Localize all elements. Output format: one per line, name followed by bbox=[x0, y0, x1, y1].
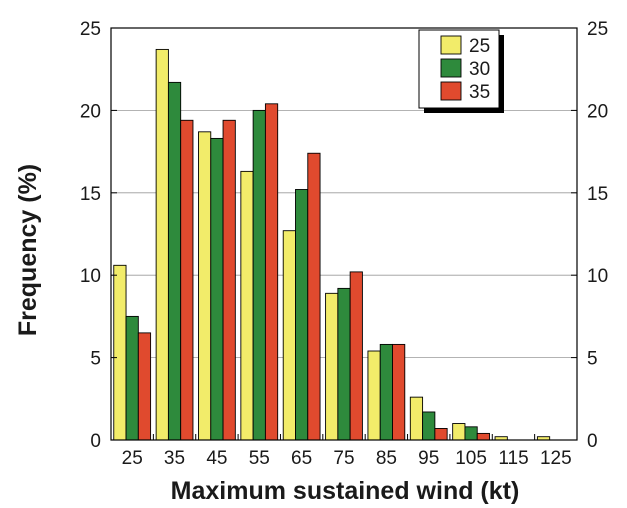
y-tick-label-right: 20 bbox=[587, 101, 608, 122]
bar-25-105 bbox=[452, 423, 466, 441]
x-axis-title: Maximum sustained wind (kt) bbox=[171, 477, 520, 505]
x-ticks: 25 35 45 55 65 75 85 95 105 115 125 bbox=[122, 434, 572, 469]
x-tick-label: 125 bbox=[540, 448, 572, 469]
y-tick-label-right: 10 bbox=[587, 266, 608, 287]
x-tick-label: 75 bbox=[333, 448, 354, 469]
legend-label-25: 25 bbox=[469, 36, 490, 57]
legend-swatch-30 bbox=[440, 58, 462, 78]
bar-35-65 bbox=[307, 152, 321, 441]
bar-35-45 bbox=[222, 119, 236, 441]
y-tick-label-left: 20 bbox=[80, 101, 101, 122]
y-tick-label-left: 5 bbox=[90, 349, 101, 370]
bar-25-35 bbox=[155, 48, 169, 441]
bar-25-25 bbox=[113, 264, 127, 441]
bar-25-75 bbox=[325, 292, 339, 441]
bar-35-25 bbox=[137, 332, 152, 441]
y-tick-label-left: 0 bbox=[90, 431, 101, 452]
legend-swatch-35 bbox=[440, 81, 462, 101]
bar-25-65 bbox=[282, 230, 296, 441]
bar-30-65 bbox=[295, 189, 309, 441]
y-tick-label-right: 15 bbox=[587, 184, 608, 205]
bar-25-85 bbox=[367, 350, 381, 441]
bar-30-75 bbox=[337, 287, 351, 441]
bar-30-55 bbox=[252, 109, 266, 441]
x-tick-label: 105 bbox=[455, 448, 487, 469]
x-tick-label: 65 bbox=[291, 448, 312, 469]
y-tick-label-left: 10 bbox=[80, 266, 101, 287]
bar-30-95 bbox=[422, 411, 436, 441]
bar-30-45 bbox=[210, 137, 224, 441]
y-tick-label-left: 25 bbox=[80, 19, 101, 40]
y-tick-label-right: 25 bbox=[587, 19, 608, 40]
bar-35-105 bbox=[476, 432, 490, 441]
y-tick-label-left: 15 bbox=[80, 184, 101, 205]
y-tick-label-right: 0 bbox=[587, 431, 598, 452]
bar-35-95 bbox=[434, 428, 448, 441]
bars bbox=[113, 48, 551, 441]
x-tick-label: 35 bbox=[164, 448, 185, 469]
bar-35-55 bbox=[264, 103, 279, 441]
x-tick-label: 55 bbox=[249, 448, 270, 469]
x-tick-label: 85 bbox=[376, 448, 397, 469]
bar-25-55 bbox=[240, 170, 254, 441]
bar-25-95 bbox=[409, 396, 424, 441]
x-tick-label: 115 bbox=[498, 448, 528, 469]
bar-30-25 bbox=[125, 315, 139, 441]
y-ticks-left: 0 5 10 15 20 25 bbox=[80, 19, 117, 452]
x-tick-label: 25 bbox=[122, 448, 143, 469]
plot-frame bbox=[110, 27, 578, 441]
bar-30-85 bbox=[379, 343, 393, 441]
bar-35-85 bbox=[392, 343, 406, 441]
bar-35-75 bbox=[349, 271, 363, 441]
y-axis-title: Frequency (%) bbox=[14, 164, 42, 336]
bar-30-35 bbox=[167, 81, 182, 441]
y-tick-label-right: 5 bbox=[587, 349, 598, 370]
x-tick-label: 95 bbox=[418, 448, 439, 469]
bar-35-35 bbox=[180, 119, 194, 441]
legend-label-30: 30 bbox=[469, 59, 490, 80]
x-tick-label: 45 bbox=[206, 448, 227, 469]
bar-30-105 bbox=[464, 426, 478, 441]
bar-25-45 bbox=[198, 131, 212, 441]
legend-swatch-25 bbox=[440, 35, 462, 55]
legend-label-35: 35 bbox=[469, 82, 490, 103]
y-ticks-right: 0 5 10 15 20 25 bbox=[571, 19, 608, 452]
